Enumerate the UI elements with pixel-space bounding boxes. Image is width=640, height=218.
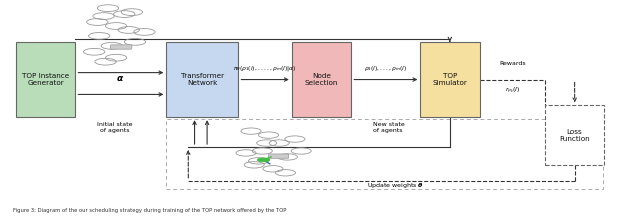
Text: $\pi_\theta(\rho_1(l),....,\rho_m(l)|\alpha)$: $\pi_\theta(\rho_1(l),....,\rho_m(l)|\al… bbox=[234, 64, 296, 73]
Text: TOP
Simulator: TOP Simulator bbox=[433, 73, 468, 86]
FancyBboxPatch shape bbox=[545, 105, 604, 165]
Text: Update weights $\boldsymbol{\theta}$: Update weights $\boldsymbol{\theta}$ bbox=[367, 181, 424, 190]
Text: Node
Selection: Node Selection bbox=[305, 73, 339, 86]
FancyBboxPatch shape bbox=[292, 42, 351, 117]
Text: $\rho_1(l),..., \rho_m(l)$: $\rho_1(l),..., \rho_m(l)$ bbox=[364, 64, 408, 73]
Text: Loss
Function: Loss Function bbox=[559, 129, 589, 142]
Circle shape bbox=[257, 158, 270, 162]
Text: $r_{\rho_k}(l)$: $r_{\rho_k}(l)$ bbox=[506, 85, 521, 96]
FancyBboxPatch shape bbox=[420, 42, 480, 117]
Text: New state
of agents: New state of agents bbox=[373, 122, 405, 133]
FancyBboxPatch shape bbox=[111, 45, 132, 49]
Text: TOP Instance
Generator: TOP Instance Generator bbox=[22, 73, 69, 86]
Text: Transformer
Network: Transformer Network bbox=[181, 73, 224, 86]
FancyBboxPatch shape bbox=[16, 42, 76, 117]
Text: $\boldsymbol{\alpha}$: $\boldsymbol{\alpha}$ bbox=[116, 74, 125, 83]
Text: Initial state
of agents: Initial state of agents bbox=[97, 122, 132, 133]
Text: Rewards: Rewards bbox=[500, 61, 527, 66]
FancyBboxPatch shape bbox=[269, 154, 289, 158]
Text: Figure 3: Diagram of the our scheduling strategy during training of the TOP netw: Figure 3: Diagram of the our scheduling … bbox=[13, 208, 286, 213]
FancyBboxPatch shape bbox=[166, 42, 239, 117]
